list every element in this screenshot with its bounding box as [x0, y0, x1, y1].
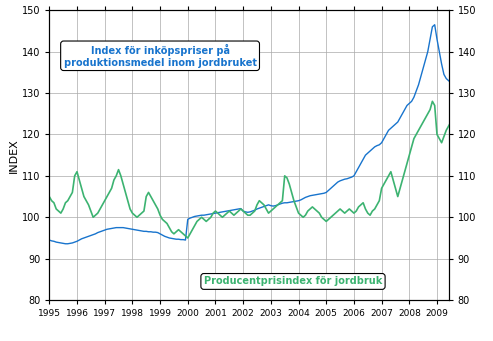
Text: Index för inköpspriser på
produktionsmedel inom jordbruket: Index för inköpspriser på produktionsmed…	[64, 44, 256, 68]
Y-axis label: INDEX: INDEX	[9, 138, 19, 173]
Text: Producentprisindex för jordbruk: Producentprisindex för jordbruk	[204, 277, 382, 286]
